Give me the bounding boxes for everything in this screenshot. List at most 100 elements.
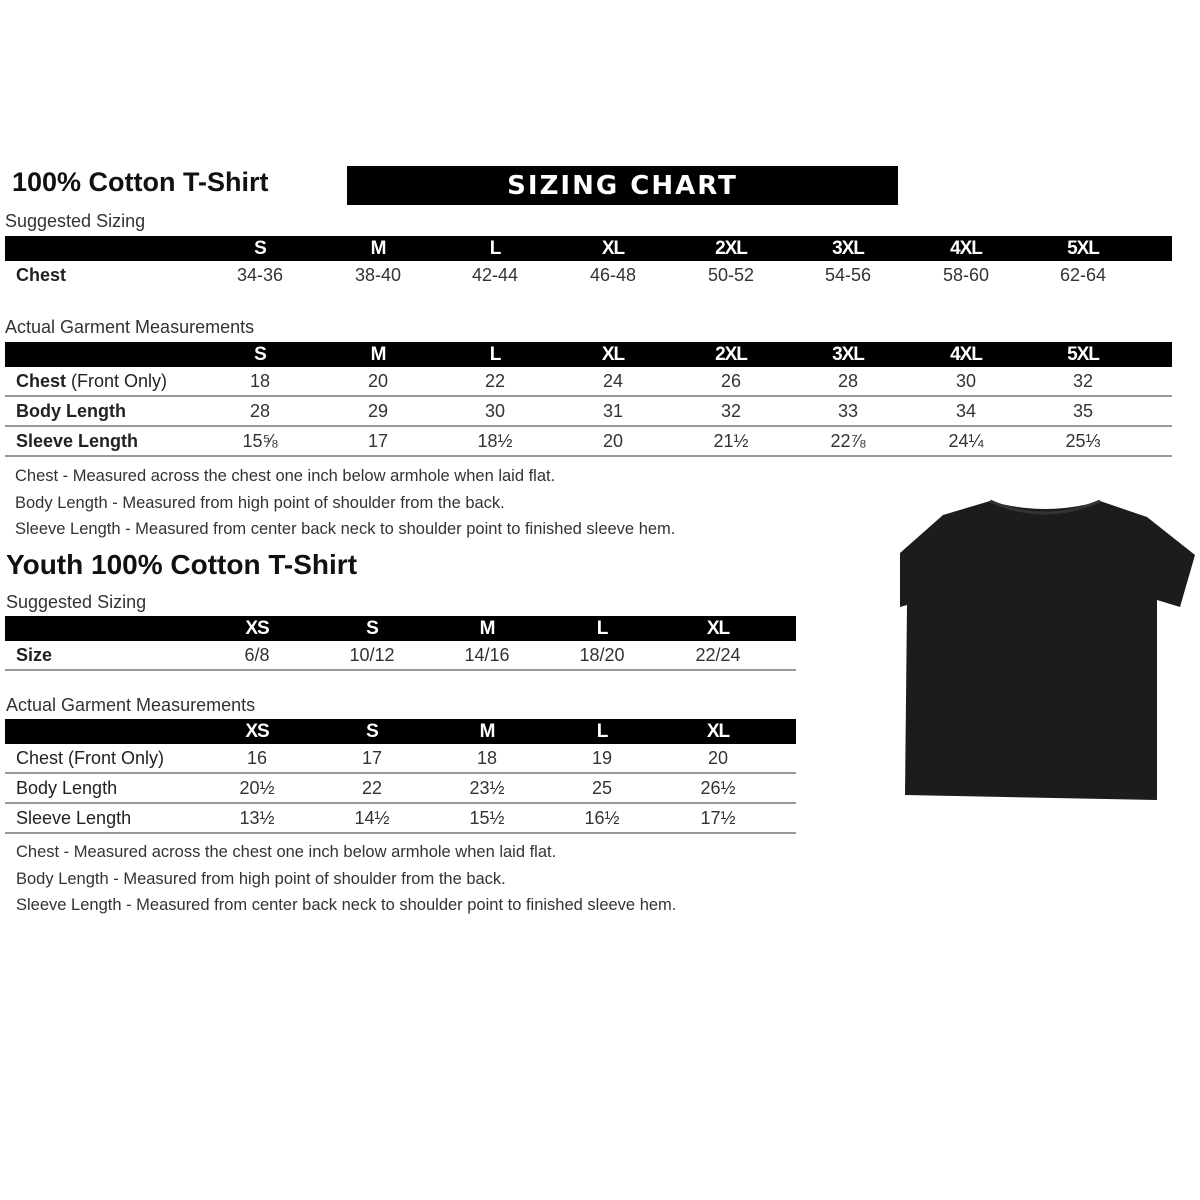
- table-cell: 54-56: [824, 265, 872, 285]
- size-header-l: L: [489, 344, 502, 365]
- table-cell: 22: [484, 371, 506, 391]
- size-header-3xl: 3XL: [832, 344, 865, 365]
- table-cell: 15½: [469, 808, 505, 828]
- table-cell: 38-40: [354, 265, 402, 285]
- table-cell: 23½: [469, 778, 505, 798]
- table-cell: 42-44: [471, 265, 519, 285]
- size-header-s: S: [366, 618, 379, 639]
- note-line: Chest - Measured across the chest one in…: [16, 843, 557, 861]
- table-cell: 25: [591, 778, 613, 798]
- tshirt-image: [900, 499, 1195, 800]
- size-header-s: S: [254, 344, 267, 365]
- table-cell: 32: [720, 401, 742, 421]
- table-row: Size 6/8 10/12 14/16 18/20 22/24: [5, 641, 796, 671]
- table-cell: 28: [837, 371, 859, 391]
- size-header-5xl: 5XL: [1067, 344, 1100, 365]
- table-cell: 25⅓: [1065, 431, 1101, 451]
- row-label-text: Body Length: [16, 401, 126, 421]
- size-header-l: L: [596, 721, 609, 742]
- table-cell: 34-36: [236, 265, 284, 285]
- table-cell: 24¼: [948, 431, 984, 451]
- note-line: Body Length - Measured from high point o…: [16, 869, 506, 888]
- size-header-5xl: 5XL: [1067, 238, 1100, 259]
- table-cell: 24: [602, 371, 624, 391]
- size-header-xl: XL: [706, 618, 730, 639]
- size-header-row: XS S M L XL: [5, 616, 796, 641]
- table-cell: 29: [367, 401, 389, 421]
- size-header-xl: XL: [601, 238, 625, 259]
- table-cell: 62-64: [1059, 265, 1107, 285]
- table-row: Chest (Front Only) 16 17 18 19 20: [5, 744, 796, 774]
- table-cell: 21½: [713, 431, 749, 451]
- table-cell: 22: [361, 778, 383, 798]
- size-header-2xl: 2XL: [715, 344, 748, 365]
- row-label: Size: [16, 641, 52, 669]
- note-line: Sleeve Length - Measured from center bac…: [15, 520, 676, 538]
- size-header-3xl: 3XL: [832, 238, 865, 259]
- table-row: Chest (Front Only) 18 20 22 24 26 28 30 32: [5, 367, 1172, 397]
- size-header-s: S: [366, 721, 379, 742]
- note-line: Body Length - Measured from high point o…: [15, 493, 505, 512]
- row-label: Chest: [16, 261, 66, 289]
- adult-suggested-table: S M L XL 2XL 3XL 4XL 5XL Chest 34-36 38-40 42-44 46-…: [5, 236, 1172, 287]
- table-cell: 58-60: [942, 265, 990, 285]
- table-cell: 14½: [354, 808, 390, 828]
- adult-actual-label: Actual Garment Measurements: [5, 317, 255, 337]
- size-header-m: M: [479, 618, 496, 639]
- note-line: Sleeve Length - Measured from center bac…: [16, 896, 677, 914]
- adult-notes: Chest - Measured across the chest one in…: [15, 467, 675, 547]
- size-header-2xl: 2XL: [715, 238, 748, 259]
- table-cell: 18/20: [579, 645, 625, 665]
- size-header-xs: XS: [245, 618, 269, 639]
- table-cell: 28: [249, 401, 271, 421]
- adult-suggested-label: Suggested Sizing: [5, 211, 146, 231]
- table-row: Sleeve Length 13½ 14½ 15½ 16½ 17½: [5, 804, 796, 834]
- size-header-m: M: [370, 238, 387, 259]
- table-cell: 17: [367, 431, 389, 451]
- row-label: Body Length: [16, 397, 126, 425]
- table-cell: 30: [484, 401, 506, 421]
- youth-notes: Chest - Measured across the chest one in…: [16, 843, 676, 923]
- table-cell: 16½: [584, 808, 620, 828]
- table-row: Sleeve Length 15⅝ 17 18½ 20 21½ 22⅞ 24¼ 25⅓: [5, 427, 1172, 457]
- table-cell: 6/8: [244, 645, 270, 665]
- table-cell: 19: [591, 748, 613, 768]
- youth-title: Youth 100% Cotton T-Shirt: [6, 549, 358, 580]
- youth-suggested-table: XS S M L XL Size 6/8 10/12 14/16 18/20 22/24: [5, 616, 796, 671]
- table-cell: 18: [476, 748, 498, 768]
- table-cell: 22/24: [695, 645, 741, 665]
- size-header-4xl: 4XL: [950, 344, 983, 365]
- youth-actual-label: Actual Garment Measurements: [6, 695, 256, 715]
- size-header-l: L: [596, 618, 609, 639]
- size-header-l: L: [489, 238, 502, 259]
- table-cell: 10/12: [349, 645, 395, 665]
- table-cell: 30: [955, 371, 977, 391]
- row-label-text: Chest: [16, 265, 67, 285]
- table-cell: 13½: [239, 808, 275, 828]
- table-cell: 20: [602, 431, 624, 451]
- adult-actual-table: S M L XL 2XL 3XL 4XL 5XL Chest (Front Only) 18 20 2…: [5, 342, 1172, 457]
- table-cell: 46-48: [589, 265, 637, 285]
- table-cell: 20: [707, 748, 729, 768]
- size-header-row: S M L XL 2XL 3XL 4XL 5XL: [5, 342, 1172, 367]
- size-header-xl: XL: [706, 721, 730, 742]
- row-label-text: Body Length: [16, 778, 118, 798]
- table-cell: 20: [367, 371, 389, 391]
- row-label-text: Sleeve Length: [16, 431, 139, 451]
- youth-suggested-label: Suggested Sizing: [6, 592, 147, 612]
- row-label-text: Sleeve Length: [16, 808, 132, 828]
- table-cell: 18: [249, 371, 271, 391]
- table-cell: 14/16: [464, 645, 510, 665]
- size-header-m: M: [479, 721, 496, 742]
- table-row: Chest 34-36 38-40 42-44 46-48 50-52 54-56 58-60…: [5, 261, 1172, 287]
- table-row: Body Length 20½ 22 23½ 25 26½: [5, 774, 796, 804]
- adult-title: 100% Cotton T-Shirt: [12, 167, 269, 197]
- table-cell: 15⅝: [242, 431, 278, 451]
- sizing-chart-banner: SIZING CHART: [347, 166, 898, 205]
- size-header-row: XS S M L XL: [5, 719, 796, 744]
- row-label: Chest (Front Only): [16, 744, 164, 772]
- table-cell: 26: [720, 371, 742, 391]
- table-cell: 31: [602, 401, 624, 421]
- row-label: Sleeve Length: [16, 427, 138, 455]
- row-label: Sleeve Length: [16, 804, 131, 832]
